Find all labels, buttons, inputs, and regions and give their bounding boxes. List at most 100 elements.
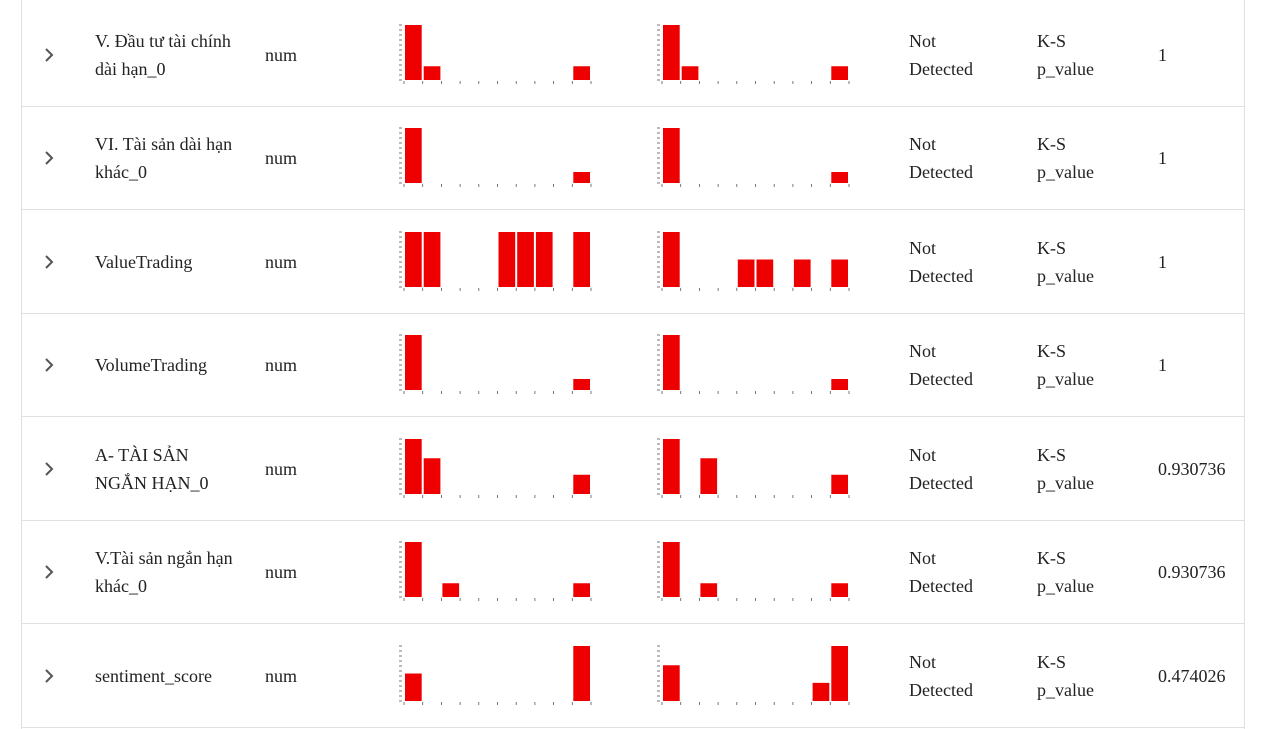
feature-name: V.Tài sản ngắn hạn khác_0 [95, 548, 233, 596]
feature-name: ValueTrading [95, 252, 193, 272]
feature-type: num [265, 45, 298, 65]
drift-status: Not Detected [909, 238, 973, 286]
drift-score: 1 [1158, 355, 1167, 375]
histogram-bar [498, 231, 516, 287]
histogram-bar [405, 24, 422, 80]
reference-histogram [399, 438, 592, 498]
chevron-right-icon[interactable] [40, 460, 58, 478]
histogram-bar [423, 65, 441, 80]
reference-histogram [399, 645, 592, 705]
reference-distribution [396, 643, 606, 707]
reference-histogram [399, 24, 592, 84]
histogram-bar [405, 673, 422, 701]
chevron-right-icon[interactable] [40, 563, 58, 581]
histogram-bar [573, 231, 590, 287]
stat-test: K-S p_value [1037, 445, 1094, 493]
current-distribution [654, 125, 864, 189]
drift-status: Not Detected [909, 445, 973, 493]
reference-histogram [399, 231, 592, 291]
histogram-bar [831, 65, 848, 80]
current-distribution [654, 643, 864, 707]
drift-table: V. Đầu tư tài chính dài hạn_0 num Not Dete… [21, 0, 1245, 729]
table-row[interactable]: ValueTrading num Not Detected K-S p_value 1 [22, 210, 1244, 314]
histogram-bar [700, 457, 718, 494]
stat-test: K-S p_value [1037, 238, 1094, 286]
histogram-bar [681, 65, 699, 80]
histogram-bar [831, 378, 848, 390]
histogram-bar [663, 664, 680, 701]
feature-type: num [265, 459, 298, 479]
current-histogram [657, 231, 850, 291]
feature-name: VI. Tài sản dài hạn khác_0 [95, 134, 233, 182]
table-row[interactable]: V. Đầu tư tài chính dài hạn_0 num Not Dete… [22, 3, 1244, 107]
chevron-right-icon[interactable] [40, 667, 58, 685]
histogram-bar [663, 231, 680, 287]
table-row[interactable]: V.Tài sản ngắn hạn khác_0 num Not Detected… [22, 520, 1244, 624]
histogram-bar [405, 541, 422, 597]
reference-distribution [396, 229, 606, 293]
reference-histogram [399, 334, 592, 394]
histogram-bar [423, 457, 441, 494]
current-distribution [654, 436, 864, 500]
histogram-bar [831, 171, 848, 183]
histogram-bar [573, 582, 590, 597]
table-row[interactable]: VI. Tài sản dài hạn khác_0 num Not Detecte… [22, 106, 1244, 210]
histogram-bar [442, 582, 460, 597]
feature-name: V. Đầu tư tài chính dài hạn_0 [95, 31, 231, 79]
current-distribution [654, 229, 864, 293]
histogram-bar [573, 645, 590, 701]
histogram-bar [700, 582, 718, 597]
drift-score: 0.474026 [1158, 666, 1226, 686]
histogram-bar [831, 582, 848, 597]
histogram-bar [663, 438, 680, 494]
histogram-bar [405, 334, 422, 390]
histogram-bar [756, 259, 774, 287]
current-histogram [657, 127, 850, 187]
histogram-bar [663, 334, 680, 390]
feature-type: num [265, 562, 298, 582]
histogram-bar [405, 231, 422, 287]
histogram-bar [405, 438, 422, 494]
reference-distribution [396, 332, 606, 396]
feature-type: num [265, 666, 298, 686]
drift-score: 1 [1158, 252, 1167, 272]
chevron-right-icon[interactable] [40, 46, 58, 64]
drift-score: 1 [1158, 45, 1167, 65]
current-histogram [657, 24, 850, 84]
histogram-bar [663, 24, 680, 80]
stat-test: K-S p_value [1037, 548, 1094, 596]
histogram-bar [663, 127, 680, 183]
histogram-bar [831, 474, 848, 494]
drift-status: Not Detected [909, 548, 973, 596]
drift-score: 0.930736 [1158, 459, 1226, 479]
histogram-bar [535, 231, 553, 287]
histogram-bar [517, 231, 534, 287]
current-histogram [657, 334, 850, 394]
reference-histogram [399, 127, 592, 187]
chevron-right-icon[interactable] [40, 356, 58, 374]
current-histogram [657, 541, 850, 601]
histogram-bar [663, 541, 680, 597]
table-row[interactable]: sentiment_score num Not Detected K-S p_valu… [22, 624, 1244, 728]
chevron-right-icon[interactable] [40, 149, 58, 167]
histogram-bar [793, 259, 811, 287]
table-row[interactable]: VolumeTrading num Not Detected K-S p_value 1 [22, 313, 1244, 417]
chevron-right-icon[interactable] [40, 253, 58, 271]
feature-name: VolumeTrading [95, 355, 208, 375]
histogram-bar [737, 259, 755, 287]
stat-test: K-S p_value [1037, 31, 1094, 79]
feature-name: A- TÀI SẢN NGẮN HẠN_0 [95, 445, 209, 493]
drift-score: 0.930736 [1158, 562, 1226, 582]
stat-test: K-S p_value [1037, 652, 1094, 700]
histogram-bar [812, 682, 830, 701]
histogram-bar [405, 127, 422, 183]
reference-distribution [396, 22, 606, 86]
histogram-bar [831, 259, 848, 287]
drift-status: Not Detected [909, 652, 973, 700]
reference-distribution [396, 125, 606, 189]
feature-type: num [265, 252, 298, 272]
reference-distribution [396, 539, 606, 603]
feature-name: sentiment_score [95, 666, 212, 686]
table-row[interactable]: A- TÀI SẢN NGẮN HẠN_0 num Not Detected K-S … [22, 417, 1244, 521]
drift-status: Not Detected [909, 134, 973, 182]
